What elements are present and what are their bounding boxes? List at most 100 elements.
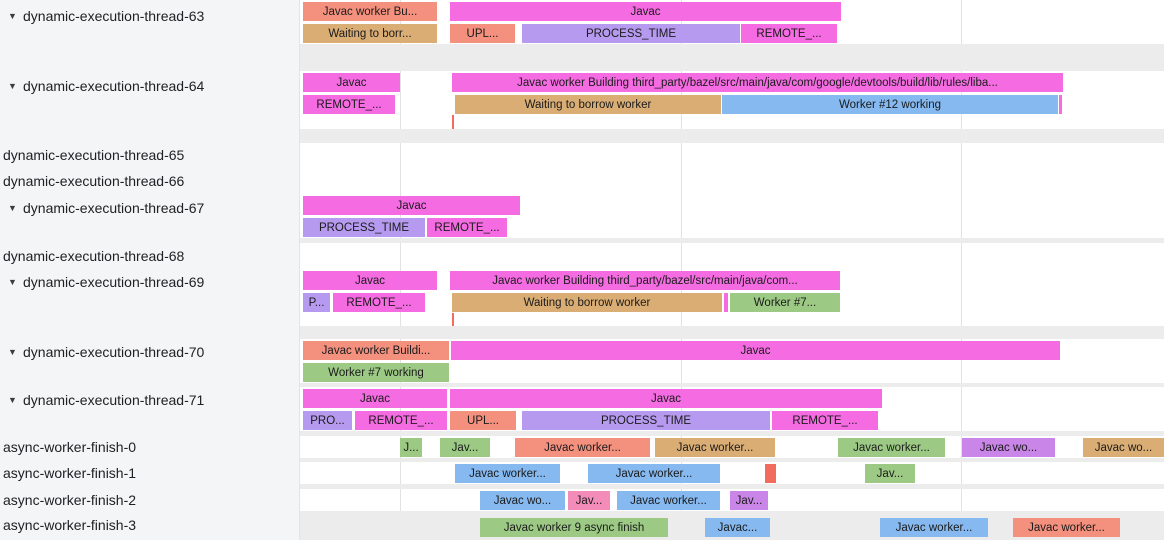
track-label-text: dynamic-execution-thread-66 bbox=[3, 173, 185, 189]
trace-slice[interactable]: PROCESS_TIME bbox=[522, 411, 770, 430]
thread-70-row-2: Worker #7 working bbox=[300, 361, 1164, 383]
thread-69-tick-row bbox=[300, 313, 1164, 326]
trace-slice[interactable]: REMOTE_... bbox=[772, 411, 878, 430]
group-gap bbox=[300, 326, 1164, 339]
thread-69-row-1: Javac Javac worker Building third_party/b… bbox=[300, 269, 1164, 291]
collapse-arrow-icon[interactable]: ▼ bbox=[8, 395, 17, 405]
trace-slice[interactable]: REMOTE_... bbox=[303, 95, 395, 114]
trace-slice[interactable]: J... bbox=[400, 438, 422, 457]
track-label-text: async-worker-finish-3 bbox=[3, 517, 137, 533]
trace-slice[interactable]: Jav... bbox=[568, 491, 610, 510]
timeline-canvas[interactable]: Javac worker Bu... Javac Waiting to borr..… bbox=[300, 0, 1164, 540]
thread-64-tick-row bbox=[300, 115, 1164, 129]
trace-slice[interactable]: PROCESS_TIME bbox=[303, 218, 425, 237]
trace-slice[interactable]: Javac worker... bbox=[880, 518, 988, 537]
trace-slice[interactable]: Javac wo... bbox=[1083, 438, 1164, 457]
trace-slice[interactable]: Javac worker Building third_party/bazel/… bbox=[450, 271, 840, 290]
track-label-async-worker-finish-2[interactable]: async-worker-finish-2 bbox=[0, 490, 136, 510]
trace-slice[interactable]: Worker #12 working bbox=[722, 95, 1058, 114]
trace-slice[interactable]: Javac worker 9 async finish bbox=[480, 518, 668, 537]
trace-slice[interactable]: Waiting to borrow worker bbox=[455, 95, 721, 114]
async-worker-finish-3-row: Javac worker 9 async finish Javac... Javac… bbox=[300, 514, 1164, 540]
trace-slice[interactable]: Worker #7 working bbox=[303, 363, 449, 382]
trace-slice[interactable]: Javac bbox=[303, 271, 437, 290]
trace-slice[interactable] bbox=[452, 313, 454, 326]
trace-slice[interactable]: Javac worker... bbox=[515, 438, 650, 457]
track-label-dynamic-execution-thread-67[interactable]: ▼ dynamic-execution-thread-67 bbox=[0, 198, 204, 218]
trace-slice[interactable]: Javac bbox=[303, 73, 400, 92]
trace-slice[interactable] bbox=[765, 464, 776, 483]
trace-slice[interactable]: Javac bbox=[450, 2, 841, 21]
track-label-async-worker-finish-3[interactable]: async-worker-finish-3 bbox=[0, 515, 136, 535]
trace-slice[interactable]: P... bbox=[303, 293, 330, 312]
trace-slice[interactable]: Javac worker... bbox=[588, 464, 720, 483]
trace-slice[interactable] bbox=[452, 115, 454, 129]
trace-slice[interactable]: Jav... bbox=[730, 491, 768, 510]
track-label-text: async-worker-finish-2 bbox=[3, 492, 137, 508]
trace-slice[interactable]: Javac worker... bbox=[1013, 518, 1120, 537]
track-label-dynamic-execution-thread-63[interactable]: ▼ dynamic-execution-thread-63 bbox=[0, 6, 204, 26]
trace-slice[interactable]: Javac bbox=[303, 389, 447, 408]
trace-slice[interactable]: Waiting to borrow worker bbox=[452, 293, 722, 312]
track-label-dynamic-execution-thread-69[interactable]: ▼ dynamic-execution-thread-69 bbox=[0, 272, 204, 292]
trace-slice[interactable]: Waiting to borr... bbox=[303, 24, 437, 43]
trace-slice[interactable]: UPL... bbox=[450, 24, 515, 43]
collapse-arrow-icon[interactable]: ▼ bbox=[8, 11, 17, 21]
track-label-async-worker-finish-0[interactable]: async-worker-finish-0 bbox=[0, 437, 136, 457]
thread-64-row-1: Javac Javac worker Building third_party/b… bbox=[300, 71, 1164, 93]
track-label-dynamic-execution-thread-68[interactable]: dynamic-execution-thread-68 bbox=[0, 246, 184, 266]
track-label-dynamic-execution-thread-64[interactable]: ▼ dynamic-execution-thread-64 bbox=[0, 76, 204, 96]
async-worker-finish-1-row: Javac worker... Javac worker... Jav... bbox=[300, 462, 1164, 484]
trace-slice[interactable]: Worker #7... bbox=[730, 293, 840, 312]
group-gap bbox=[300, 238, 1164, 243]
trace-slice[interactable]: Javac worker... bbox=[455, 464, 560, 483]
trace-slice[interactable]: Javac worker... bbox=[617, 491, 720, 510]
track-label-dynamic-execution-thread-71[interactable]: ▼ dynamic-execution-thread-71 bbox=[0, 390, 204, 410]
trace-slice[interactable]: Javac worker Buildi... bbox=[303, 341, 449, 360]
trace-slice[interactable]: PROCESS_TIME bbox=[522, 24, 740, 43]
thread-69-row-2: P... REMOTE_... Waiting to borrow worker Wo… bbox=[300, 291, 1164, 313]
trace-slice[interactable]: Jav... bbox=[440, 438, 490, 457]
trace-slice[interactable]: Jav... bbox=[865, 464, 915, 483]
track-label-text: dynamic-execution-thread-63 bbox=[23, 8, 205, 24]
thread-70-row-1: Javac worker Buildi... Javac bbox=[300, 339, 1164, 361]
group-gap bbox=[300, 129, 1164, 143]
trace-slice[interactable]: UPL... bbox=[450, 411, 516, 430]
trace-slice[interactable]: Javac wo... bbox=[480, 491, 565, 510]
track-label-text: dynamic-execution-thread-68 bbox=[3, 248, 185, 264]
async-worker-finish-0-row: J... Jav... Javac worker... Javac worker...… bbox=[300, 436, 1164, 458]
track-label-dynamic-execution-thread-70[interactable]: ▼ dynamic-execution-thread-70 bbox=[0, 342, 204, 362]
trace-slice[interactable]: Javac worker... bbox=[838, 438, 945, 457]
group-gap bbox=[300, 484, 1164, 489]
collapse-arrow-icon[interactable]: ▼ bbox=[8, 203, 17, 213]
time-gridline bbox=[400, 0, 401, 540]
track-label-dynamic-execution-thread-65[interactable]: dynamic-execution-thread-65 bbox=[0, 145, 184, 165]
trace-slice[interactable]: REMOTE_... bbox=[333, 293, 425, 312]
trace-slice[interactable]: Javac bbox=[451, 341, 1060, 360]
trace-slice[interactable] bbox=[724, 293, 728, 312]
collapse-arrow-icon[interactable]: ▼ bbox=[8, 81, 17, 91]
track-label-dynamic-execution-thread-66[interactable]: dynamic-execution-thread-66 bbox=[0, 171, 184, 191]
trace-slice[interactable]: PRO... bbox=[303, 411, 352, 430]
thread-68-row bbox=[300, 243, 1164, 269]
trace-slice[interactable]: Javac bbox=[303, 196, 520, 215]
trace-slice[interactable]: Javac bbox=[450, 389, 882, 408]
thread-71-row-2: PRO... REMOTE_... UPL... PROCESS_TIME REMOTE… bbox=[300, 409, 1164, 431]
collapse-arrow-icon[interactable]: ▼ bbox=[8, 277, 17, 287]
trace-slice[interactable]: Javac... bbox=[705, 518, 770, 537]
track-label-text: dynamic-execution-thread-64 bbox=[23, 78, 205, 94]
collapse-arrow-icon[interactable]: ▼ bbox=[8, 347, 17, 357]
trace-slice[interactable] bbox=[1059, 95, 1062, 114]
track-label-async-worker-finish-1[interactable]: async-worker-finish-1 bbox=[0, 463, 136, 483]
thread-64-row-2: REMOTE_... Waiting to borrow worker Worker… bbox=[300, 93, 1164, 115]
thread-67-row-2: PROCESS_TIME REMOTE_... bbox=[300, 216, 1164, 238]
trace-slice[interactable]: REMOTE_... bbox=[427, 218, 507, 237]
trace-slice[interactable]: REMOTE_... bbox=[355, 411, 447, 430]
trace-slice[interactable]: Javac worker... bbox=[655, 438, 775, 457]
trace-slice[interactable]: Javac worker Bu... bbox=[303, 2, 437, 21]
trace-slice[interactable]: Javac wo... bbox=[962, 438, 1055, 457]
group-gap bbox=[300, 431, 1164, 436]
trace-slice[interactable]: Javac worker Building third_party/bazel/… bbox=[452, 73, 1063, 92]
trace-slice[interactable]: REMOTE_... bbox=[741, 24, 837, 43]
